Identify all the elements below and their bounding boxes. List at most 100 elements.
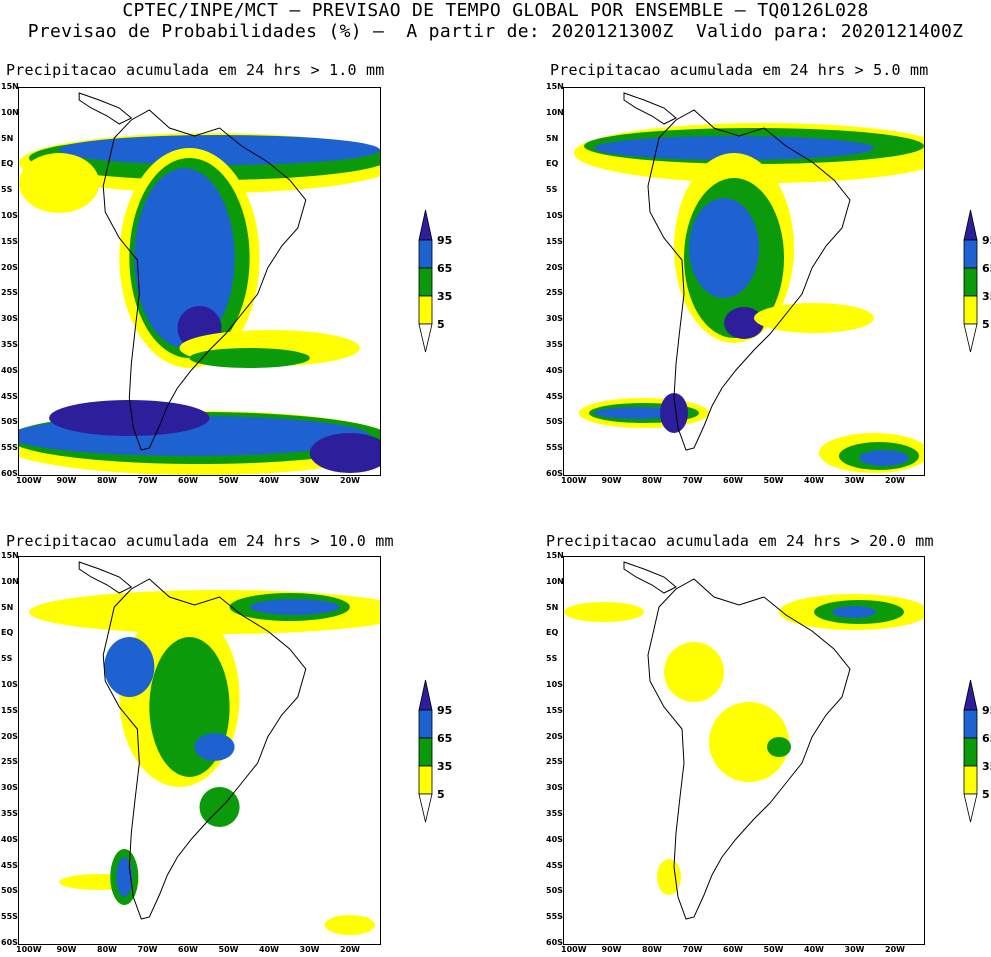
probability-area [134,168,235,348]
latitude-tick-label: 50S [546,417,563,427]
latitude-tick-label: 60S [1,469,18,478]
probability-area [116,857,133,897]
longitude-tick-label: 50W [218,945,239,954]
legend-label: 65 [982,262,991,275]
coastline [102,578,307,920]
longitude-tick-label: 30W [299,945,320,954]
probability-area [199,787,240,827]
longitude-tick-label: 60W [178,945,198,954]
longitude-tick-label: 70W [682,945,703,954]
legend-label: 95 [982,704,991,717]
map-canvas [19,92,380,475]
probability-area [754,303,874,333]
latitude-tick-label: 10S [546,680,563,689]
latitude-tick-label: 60S [1,938,18,947]
longitude-tick-label: 60W [723,476,743,485]
coastline [78,561,133,594]
latitude-tick-label: 45S [546,860,563,870]
longitude-tick-label: 100W [561,476,587,485]
coastline [647,109,851,451]
longitude-tick-label: 50W [763,476,784,485]
legend-panel-2: 95 65 35 5 [963,209,991,353]
longitude-tick-label: 90W [601,945,622,954]
legend-panel-1: 95 65 35 5 [418,209,452,353]
latitude-tick-label: 15S [546,705,563,715]
probability-area [249,599,340,615]
latitude-tick-label: 35S [546,809,563,818]
latitude-tick-label: EQ [546,628,559,638]
latitude-tick-label: 15N [1,551,19,560]
latitude-tick-label: 5N [1,602,14,612]
longitude-tick-label: 60W [178,476,198,485]
probability-area [189,348,310,368]
probability-area [832,606,876,618]
longitude-tick-label: 20W [340,476,360,485]
legend-label: 35 [437,290,453,303]
latitude-tick-label: 5N [1,133,14,143]
longitude-tick-label: 100W [16,476,42,485]
longitude-tick-label: 20W [340,945,360,954]
latitude-tick-label: 50S [1,417,18,427]
probability-area [59,135,380,165]
panel-title-1: Precipitacao acumulada em 24 hrs > 1.0 m… [6,61,385,79]
latitude-tick-label: 10N [1,107,19,117]
probability-area [657,859,681,895]
longitude-tick-label: 40W [804,476,824,485]
coastline [102,109,307,451]
probability-area [660,393,688,433]
latitude-tick-label: 55S [546,443,563,453]
latitude-tick-label: 15S [1,236,18,246]
longitude-tick-label: 40W [804,945,824,954]
latitude-tick-label: 10N [1,576,19,586]
longitude-tick-label: 60W [723,945,743,954]
longitude-tick-label: 70W [682,476,703,485]
longitude-tick-label: 40W [259,476,279,485]
latitude-tick-label: 5S [546,185,558,195]
latitude-tick-label: 25S [546,757,563,767]
legend-label: 65 [437,732,453,745]
probability-area [309,433,380,473]
latitude-tick-label: 35S [546,340,563,349]
probability-area [709,702,789,782]
latitude-tick-label: 30S [546,314,563,324]
latitude-tick-label: 40S [546,365,563,375]
latitude-tick-label: 20S [1,262,18,272]
latitude-tick-label: 45S [1,860,18,870]
longitude-tick-label: 80W [642,476,662,485]
longitude-tick-label: 70W [137,945,158,954]
coastline [78,92,133,125]
figure-title-line-1: CPTEC/INPE/MCT – PREVISAO DE TEMPO GLOBA… [122,0,869,21]
latitude-tick-label: 10N [546,576,564,586]
latitude-tick-label: EQ [1,628,14,638]
latitude-tick-label: EQ [546,159,559,169]
legend-label: 5 [982,788,990,801]
longitude-tick-label: 80W [97,476,117,485]
longitude-tick-label: 80W [642,945,662,954]
longitude-tick-label: 100W [561,945,587,954]
coastline [647,578,851,920]
probability-area [49,400,210,436]
latitude-tick-label: 10S [546,211,563,220]
probability-area [194,733,235,761]
longitude-tick-label: 40W [259,945,279,954]
latitude-tick-label: 40S [1,365,18,375]
latitude-tick-label: 25S [1,288,18,298]
map-canvas [574,92,924,473]
latitude-tick-label: 35S [1,809,18,818]
latitude-tick-label: EQ [1,159,14,169]
probability-area [594,136,874,160]
legend-label: 35 [982,290,991,303]
probability-area [564,602,644,622]
longitude-tick-label: 50W [218,476,239,485]
longitude-tick-label: 30W [299,476,320,485]
legend-label: 95 [437,704,453,717]
legend-label: 65 [982,732,991,745]
latitude-tick-label: 20S [546,731,563,741]
latitude-tick-label: 15S [1,705,18,715]
panel-title-3: Precipitacao acumulada em 24 hrs > 10.0 … [6,532,394,550]
legend-colorbar [963,679,978,823]
legend-label: 35 [437,760,453,773]
legend-label: 65 [437,262,453,275]
latitude-tick-label: 15N [1,82,19,91]
map-canvas [29,561,380,935]
